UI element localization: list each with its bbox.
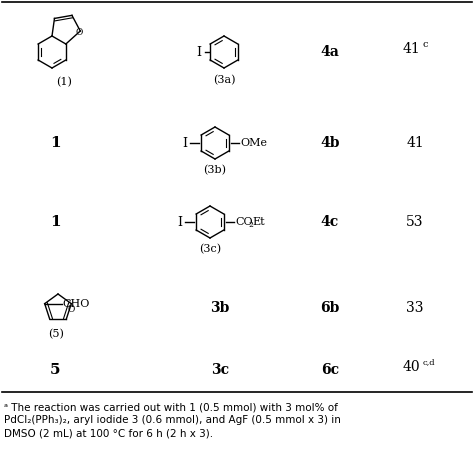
Text: 1: 1	[50, 136, 60, 150]
Text: 41: 41	[406, 136, 424, 150]
Text: I: I	[182, 137, 188, 149]
Text: Et: Et	[252, 217, 264, 227]
Text: 33: 33	[406, 301, 424, 315]
Text: CHO: CHO	[63, 299, 90, 309]
Text: (3b): (3b)	[203, 165, 227, 175]
Text: c: c	[423, 39, 428, 48]
Text: I: I	[177, 216, 182, 228]
Text: 40: 40	[402, 360, 420, 374]
Text: (5): (5)	[48, 329, 64, 339]
Text: 3b: 3b	[210, 301, 230, 315]
Text: ᵃ The reaction was carried out with 1 (0.5 mmol) with 3 mol% of: ᵃ The reaction was carried out with 1 (0…	[4, 402, 338, 412]
Text: O: O	[68, 305, 75, 314]
Text: 5: 5	[50, 363, 60, 377]
Text: c,d: c,d	[423, 358, 436, 366]
Text: 1: 1	[50, 215, 60, 229]
Text: PdCl₂(PPh₃)₂, aryl iodide 3 (0.6 mmol), and AgF (0.5 mmol x 3) in: PdCl₂(PPh₃)₂, aryl iodide 3 (0.6 mmol), …	[4, 415, 341, 425]
Text: (1): (1)	[56, 77, 72, 87]
Text: 6b: 6b	[320, 301, 340, 315]
Text: OMe: OMe	[240, 138, 267, 148]
Text: (3c): (3c)	[199, 244, 221, 254]
Text: 53: 53	[406, 215, 424, 229]
Text: DMSO (2 mL) at 100 °C for 6 h (2 h x 3).: DMSO (2 mL) at 100 °C for 6 h (2 h x 3).	[4, 428, 213, 438]
Text: 41: 41	[402, 42, 420, 56]
Text: 2: 2	[248, 221, 253, 229]
Text: 3c: 3c	[211, 363, 229, 377]
Text: O: O	[75, 27, 83, 36]
Text: 6c: 6c	[321, 363, 339, 377]
Text: (3a): (3a)	[213, 75, 235, 85]
Text: 4a: 4a	[320, 45, 339, 59]
Text: CO: CO	[235, 217, 253, 227]
Text: I: I	[197, 46, 201, 58]
Text: 4b: 4b	[320, 136, 340, 150]
Text: 4c: 4c	[321, 215, 339, 229]
